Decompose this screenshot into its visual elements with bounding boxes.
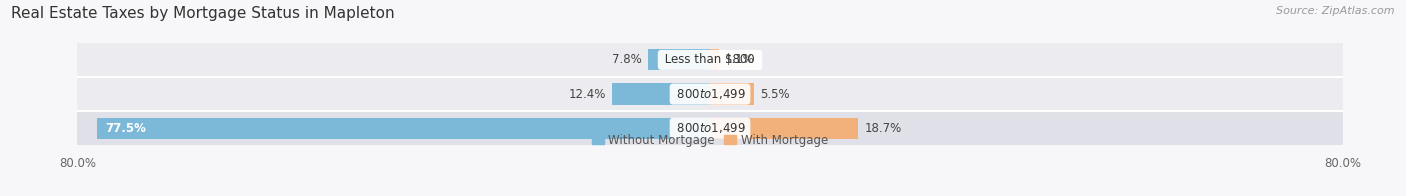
Bar <box>97 118 710 139</box>
Bar <box>648 49 710 71</box>
Text: 77.5%: 77.5% <box>105 122 146 135</box>
Text: 18.7%: 18.7% <box>865 122 901 135</box>
Bar <box>77 77 1343 111</box>
Text: 7.8%: 7.8% <box>612 53 643 66</box>
Text: Real Estate Taxes by Mortgage Status in Mapleton: Real Estate Taxes by Mortgage Status in … <box>11 6 395 21</box>
Text: 5.5%: 5.5% <box>759 88 790 101</box>
Text: $800 to $1,499: $800 to $1,499 <box>673 121 747 135</box>
Bar <box>710 83 754 105</box>
Bar <box>612 83 710 105</box>
Text: Less than $800: Less than $800 <box>661 53 759 66</box>
Text: 1.1%: 1.1% <box>725 53 755 66</box>
Bar <box>710 49 718 71</box>
Text: 12.4%: 12.4% <box>568 88 606 101</box>
Legend: Without Mortgage, With Mortgage: Without Mortgage, With Mortgage <box>588 129 832 152</box>
Bar <box>77 43 1343 77</box>
Bar <box>77 111 1343 145</box>
Bar <box>710 118 858 139</box>
Text: $800 to $1,499: $800 to $1,499 <box>673 87 747 101</box>
Text: Source: ZipAtlas.com: Source: ZipAtlas.com <box>1277 6 1395 16</box>
